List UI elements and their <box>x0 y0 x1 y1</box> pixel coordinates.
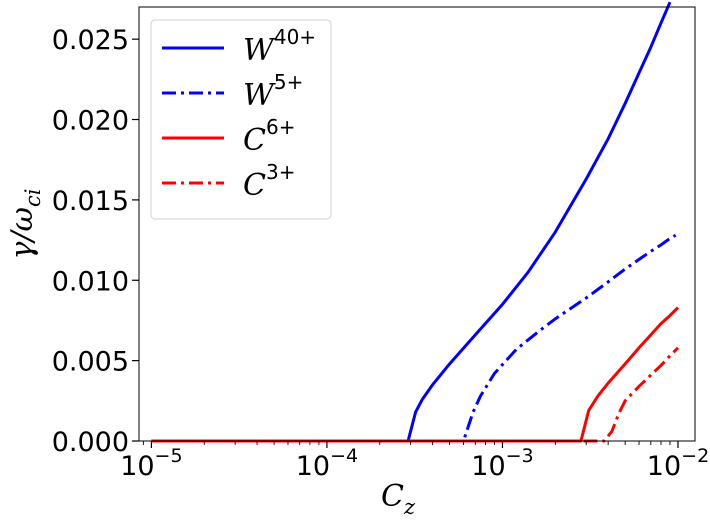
y-tick-label: 0.005 <box>52 347 129 378</box>
y-tick-label: 0.010 <box>52 266 129 297</box>
series-line-w-40plus <box>151 1 672 443</box>
legend-label: W40+ <box>243 25 316 68</box>
y-axis-label-sub: ci <box>21 189 45 207</box>
y-tick-label: 0.020 <box>52 106 129 137</box>
x-axis-label: Cz <box>381 479 416 519</box>
x-tick-label: 10−3 <box>471 445 533 482</box>
x-axis: 10−5 10−4 10−3 10−2 <box>120 441 709 482</box>
y-axis-label-text: γ/ω <box>5 207 40 260</box>
y-tick-label: 0.025 <box>52 25 129 56</box>
plot-frame <box>138 6 696 442</box>
y-axis-label: γ/ωci <box>5 189 45 260</box>
x-axis-label-base: C <box>381 479 404 514</box>
legend-label: W5+ <box>243 70 303 113</box>
y-axis: 0.000 0.005 0.010 0.015 0.020 0.025 <box>52 25 139 458</box>
legend-label: C6+ <box>243 115 295 158</box>
legend-box <box>150 19 332 220</box>
x-tick-label: 10−5 <box>120 445 182 482</box>
y-tick-label: 0.000 <box>52 427 129 458</box>
x-tick-label: 10−2 <box>647 445 709 482</box>
x-tick-label: 10−4 <box>296 445 358 482</box>
legend-label: C3+ <box>243 160 295 203</box>
series-lines <box>151 1 680 443</box>
y-tick-label: 0.015 <box>52 186 129 217</box>
series-line-w-5plus <box>151 233 677 443</box>
legend: W40+W5+C6+C3+ <box>150 19 332 220</box>
x-axis-label-sub: z <box>403 495 416 519</box>
